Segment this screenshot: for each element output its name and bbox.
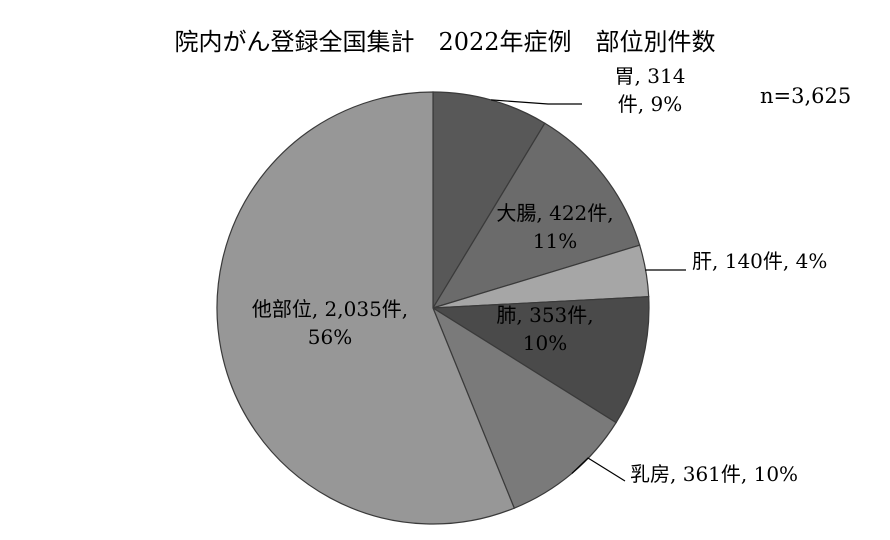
slice-label-line: 他部位, 2,035件, [252,297,408,321]
slice-label-line: 件, 9% [618,92,682,116]
sample-size-note: n=3,625 [760,84,851,108]
pie-slices [216,91,650,525]
leader-line-3 [645,269,686,271]
slice-label-2: 大腸, 422件, 11% [496,201,613,253]
slice-label-line: 乳房, 361件, 10% [630,462,798,486]
slice-label-line: 大腸, 422件, [496,201,613,225]
leader-line-1 [491,99,582,105]
pie-slice-2 [431,122,641,310]
slice-label-line: 肝, 140件, 4% [692,249,827,273]
slice-label-6: 他部位, 2,035件, 56% [252,297,408,349]
leader-line-5 [571,457,626,482]
slice-label-3: 肝, 140件, 4% [692,249,827,273]
slice-label-5: 乳房, 361件, 10% [630,462,798,486]
chart-title: 院内がん登録全国集計 2022年症例 部位別件数 [174,28,715,56]
slice-label-4: 肺, 353件, 10% [496,303,593,355]
slice-label-line: 肺, 353件, [496,303,593,327]
leader-lines [491,99,686,482]
pie-slice-5 [431,306,617,509]
slice-label-line: 11% [533,229,577,253]
slice-labels: 胃, 314 件, 9% 大腸, 422件, 11% 肝, 140件, 4% 肺, 353… [252,64,828,486]
pie-slice-1 [432,91,546,311]
slice-label-line: 10% [523,331,567,355]
pie-slice-4 [431,296,650,424]
slice-label-line: 56% [308,325,352,349]
slice-label-1: 胃, 314 件, 9% [615,64,686,116]
pie-slice-6 [216,91,516,525]
slice-label-line: 胃, 314 [615,64,686,88]
